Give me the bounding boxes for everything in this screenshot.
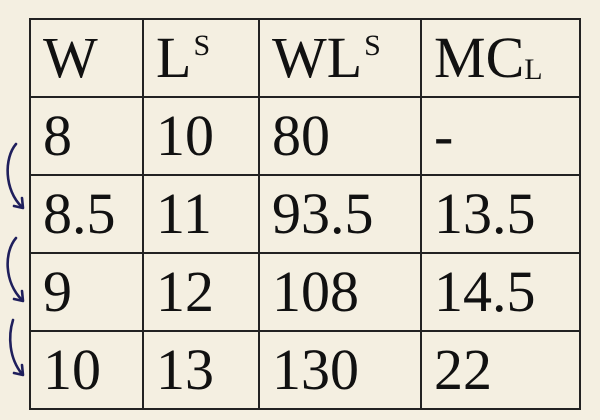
header-cell: MCL [420, 18, 581, 98]
table-cell: 8.5 [29, 174, 144, 254]
table-cell: 10 [29, 330, 144, 410]
header-row: W LS WLS MCL [29, 18, 581, 98]
table-cell: 13.5 [420, 174, 581, 254]
table-cell: 93.5 [258, 174, 422, 254]
curved-arrow-icon [6, 236, 25, 303]
table-cell: 12 [142, 252, 260, 332]
table-row: 8 10 80 - [29, 96, 581, 176]
curved-arrow-icon [8, 318, 25, 377]
wage-labor-table: W LS WLS MCL 8 10 80 - 8.5 11 93.5 13.5 … [29, 18, 581, 410]
table-cell: 9 [29, 252, 144, 332]
table-cell: 80 [258, 96, 422, 176]
table-cell: 10 [142, 96, 260, 176]
table-row: 9 12 108 14.5 [29, 252, 581, 332]
header-cell: WLS [258, 18, 422, 98]
table-cell: 14.5 [420, 252, 581, 332]
table-row: 10 13 130 22 [29, 330, 581, 410]
table-cell: - [420, 96, 581, 176]
header-cell: LS [142, 18, 260, 98]
table-cell: 22 [420, 330, 581, 410]
header-cell: W [29, 18, 144, 98]
table-cell: 8 [29, 96, 144, 176]
table-cell: 13 [142, 330, 260, 410]
table-cell: 11 [142, 174, 260, 254]
table-cell: 108 [258, 252, 422, 332]
table-cell: 130 [258, 330, 422, 410]
curved-arrow-icon [6, 142, 25, 210]
table-row: 8.5 11 93.5 13.5 [29, 174, 581, 254]
row-transition-arrows [6, 142, 25, 377]
